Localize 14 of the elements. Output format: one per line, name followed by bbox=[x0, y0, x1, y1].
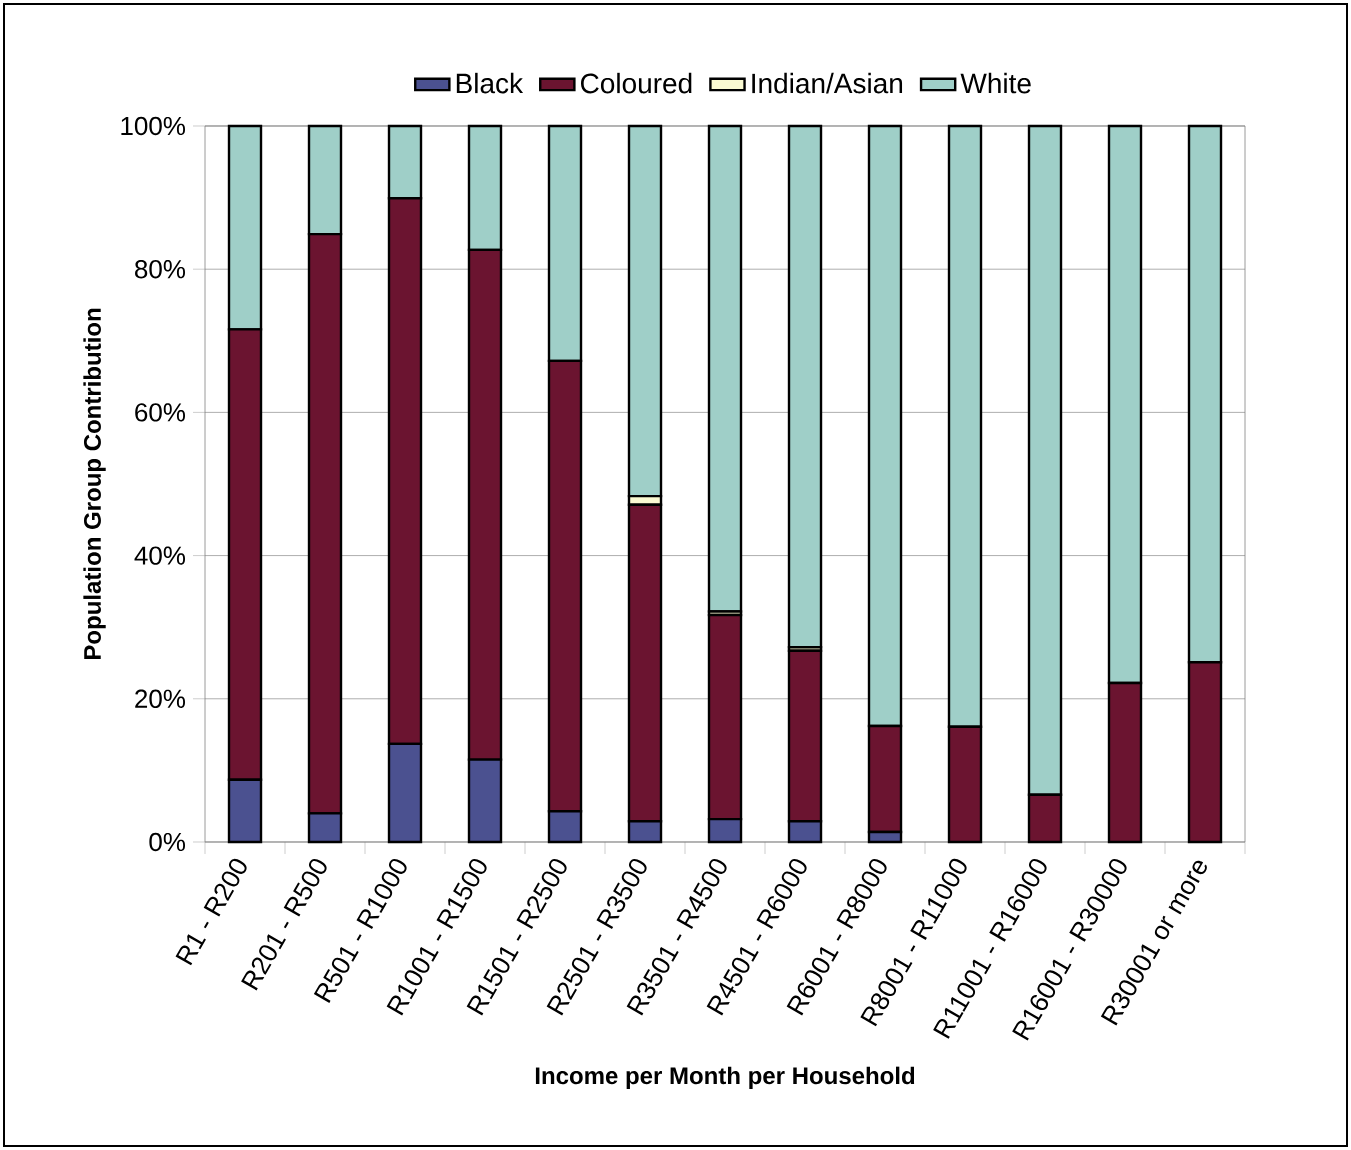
legend-label: Coloured bbox=[580, 72, 692, 94]
y-tick-label: 0% bbox=[149, 832, 186, 852]
y-axis-title: Population Group Contribution bbox=[83, 308, 106, 660]
y-tick-label: 20% bbox=[135, 689, 186, 708]
x-axis-title: Income per Month per Household bbox=[535, 1066, 915, 1090]
y-tick-label: 60% bbox=[135, 403, 186, 422]
y-tick-label: 80% bbox=[135, 259, 186, 279]
y-tick-label: 100% bbox=[121, 116, 186, 136]
legend-label: Black bbox=[456, 72, 524, 94]
y-tick-label: 40% bbox=[134, 546, 186, 565]
legend-label: Indian/Asian bbox=[752, 72, 903, 94]
bar bbox=[707, 124, 743, 613]
bar bbox=[787, 124, 823, 649]
legend-label: White bbox=[960, 72, 1031, 94]
